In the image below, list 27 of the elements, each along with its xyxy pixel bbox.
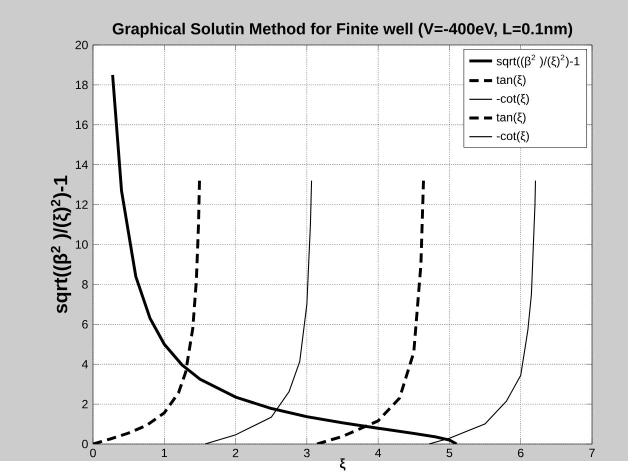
legend-label: -cot(ξ) (496, 131, 529, 143)
legend-label: sqrt((β$^{2}$ )/(ξ)$^{2}$)-1 (496, 54, 580, 68)
x-tick-label: 0 (90, 448, 96, 458)
y-tick-label: 18 (76, 80, 88, 90)
x-tick-label: 2 (232, 448, 238, 458)
legend-label: tan(ξ) (496, 75, 526, 86)
y-axis-title: sqrt((β$^{2}$ )/(ξ)$^{2}$)-1 (50, 176, 72, 314)
y-tick-label: 0 (82, 440, 88, 448)
y-tick-label: 20 (76, 40, 88, 50)
y-tick-label: 10 (76, 240, 88, 249)
chart-title: Graphical Solutin Method for Finite well (V=-400eV, L=0.1nm) (112, 22, 572, 38)
x-tick-label: 5 (446, 448, 452, 458)
x-tick-label: 4 (375, 448, 382, 457)
legend-label: -cot(ξ) (496, 94, 529, 106)
x-tick-label: 7 (589, 448, 595, 457)
y-tick-label: 4 (82, 360, 88, 368)
y-tick-label: 12 (76, 200, 88, 209)
x-tick-label: 3 (304, 448, 310, 458)
x-tick-label: 1 (162, 448, 168, 457)
legend-label: tan(ξ) (496, 112, 526, 124)
y-tick-label: 8 (82, 280, 88, 289)
y-tick-label: 16 (76, 120, 88, 130)
x-axis-title: ξ (340, 458, 346, 471)
y-tick-label: 2 (82, 400, 88, 408)
y-tick-label: 14 (76, 160, 88, 169)
x-tick-label: 6 (518, 448, 524, 458)
y-tick-label: 6 (82, 320, 88, 329)
